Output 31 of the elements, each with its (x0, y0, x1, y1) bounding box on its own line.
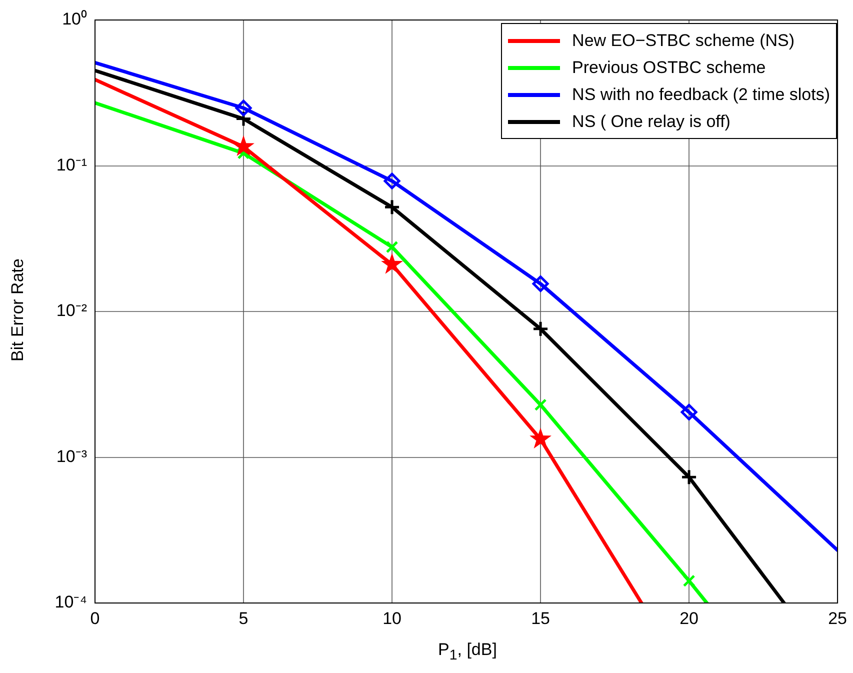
point (384, 172, 400, 190)
x-tick-label: 5 (238, 608, 248, 628)
point (235, 100, 252, 116)
y-tick-label: 10⁻³ (56, 446, 88, 466)
legend-label: Previous OSTBC scheme (572, 58, 766, 78)
point (532, 320, 549, 338)
point (680, 468, 698, 486)
point (532, 276, 549, 292)
y-tick-label: 10⁻⁴ (54, 592, 87, 612)
x-tick-label: 15 (531, 608, 550, 628)
point (680, 404, 698, 420)
x-axis-title: P$_{1}$, [dB] (437, 640, 498, 664)
point (381, 253, 403, 274)
point (232, 135, 254, 156)
x-tick-label: 0 (90, 608, 100, 628)
point (682, 574, 696, 588)
point (384, 198, 400, 216)
legend-label: NS with no feedback (2 time slots) (572, 84, 830, 104)
point (386, 240, 398, 254)
x-tick-label: 10 (382, 608, 402, 628)
legend-label: New EO−STBC scheme (NS) (572, 30, 795, 50)
point (534, 398, 547, 412)
x-tick-label: 25 (828, 608, 848, 628)
y-tick-label: 10⁻² (56, 301, 88, 320)
x-tick-label: 20 (680, 608, 698, 628)
point (530, 428, 552, 449)
legend-label: NS ( One relay is off) (572, 112, 730, 132)
point (237, 146, 250, 160)
y-tick-label: 10⁻¹ (56, 155, 88, 174)
y-tick-label: 10⁰ (62, 10, 87, 29)
y-axis-title: Bit Error Rate (8, 258, 28, 364)
